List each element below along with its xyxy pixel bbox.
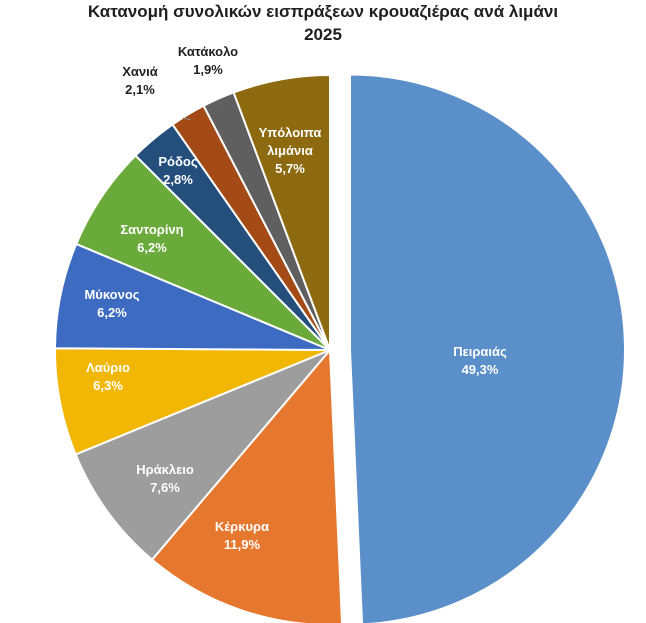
slice-value: 2,8% [163, 172, 193, 187]
slice-name: Μύκονος [84, 287, 139, 302]
slice-value: 2,1% [125, 82, 155, 97]
chart-title-line1: Κατανομή συνολικών εισπράξεων κρουαζιέρα… [87, 2, 559, 21]
slice-label: Λαύριο 6,3% [86, 360, 130, 393]
pie-slice [348, 73, 626, 623]
slice-name: λιμάνια [267, 143, 313, 158]
slice-labels: Πειραιάς 49,3% Κέρκυρα 11,9% Ηράκλειο 7,6% Λαύ… [84, 44, 507, 552]
slice-label: Ηράκλειο 7,6% [136, 462, 194, 495]
slice-value: 7,6% [150, 480, 180, 495]
slice-label: Σαντορίνη 6,2% [120, 222, 183, 255]
slice-value: 6,3% [93, 378, 123, 393]
pie-slice [74, 349, 331, 561]
slice-label: Ρόδος 2,8% [158, 154, 197, 187]
pie-slice [232, 74, 331, 351]
slice-name: Σαντορίνη [120, 222, 183, 237]
slice-label: Μύκονος 6,2% [84, 287, 139, 320]
slice-label: Χανιά 2,1% [122, 64, 158, 97]
chart-title-line2: 2025 [304, 25, 342, 44]
slice-name: Χανιά [122, 64, 158, 79]
slice-label: Υπόλοιπα λιμάνια 5,7% [259, 125, 322, 176]
leader-lines [182, 103, 221, 121]
slice-name: Κέρκυρα [215, 519, 269, 534]
slice-label: Κέρκυρα 11,9% [215, 519, 269, 552]
slice-label: Πειραιάς 49,3% [453, 344, 507, 377]
slice-name: Ηράκλειο [136, 462, 194, 477]
leader-line [182, 117, 192, 121]
slice-name: Ρόδος [158, 154, 197, 169]
slice-value: 1,9% [193, 62, 223, 77]
slice-value: 6,2% [137, 240, 167, 255]
slice-name: Κατάκολο [178, 44, 238, 59]
slice-value: 11,9% [224, 537, 261, 552]
pie-slices [54, 73, 626, 623]
pie-slice [151, 349, 344, 623]
slice-name: Πειραιάς [453, 344, 507, 359]
slice-name: Υπόλοιπα [259, 125, 322, 140]
slice-value: 49,3% [462, 362, 499, 377]
chart-title: Κατανομή συνολικών εισπράξεων κρουαζιέρα… [0, 0, 646, 46]
slice-value: 5,7% [275, 161, 305, 176]
slice-label: Κατάκολο 1,9% [178, 44, 238, 77]
slice-name: Λαύριο [86, 360, 130, 375]
slice-value: 6,2% [97, 305, 127, 320]
